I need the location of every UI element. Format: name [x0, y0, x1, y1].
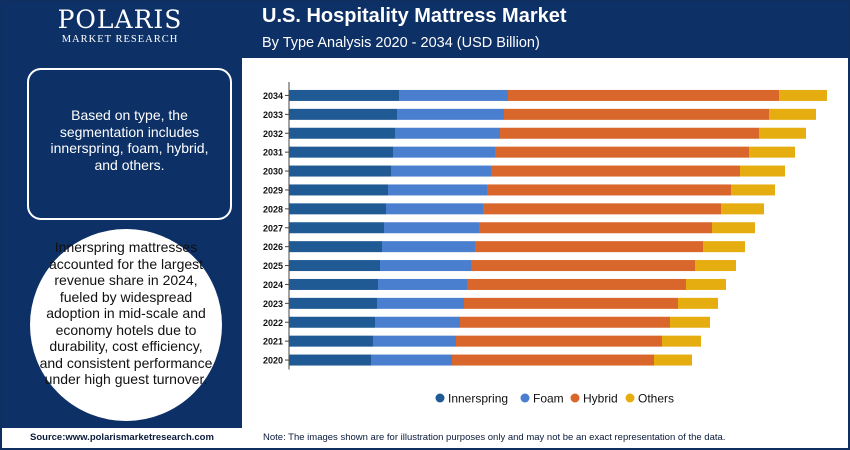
y-tick-label: 2029	[263, 185, 283, 195]
disclaimer-note: Note: The images shown are for illustrat…	[263, 432, 726, 443]
bar-others-2030	[740, 165, 785, 177]
legend-marker-foam	[520, 393, 530, 403]
bar-innerspring-2024	[289, 278, 378, 290]
y-tick-label: 2024	[263, 280, 283, 290]
bar-innerspring-2031	[289, 146, 393, 158]
bar-hybrid-2034	[508, 89, 779, 101]
bar-others-2034	[779, 89, 827, 101]
y-tick-label: 2027	[263, 223, 283, 233]
bar-foam-2024	[378, 278, 467, 290]
bar-hybrid-2022	[460, 316, 670, 328]
bar-innerspring-2030	[289, 165, 391, 177]
source-text: Source:www.polarismarketresearch.com	[30, 432, 214, 443]
bar-innerspring-2022	[289, 316, 375, 328]
bar-others-2020	[654, 354, 692, 366]
stacked-bar-chart: 2034 2033 2032 2031 2030 2029 2028 2027 2026 2025…	[263, 82, 827, 406]
bar-others-2032	[759, 127, 806, 139]
bar-foam-2027	[384, 222, 479, 234]
bar-others-2028	[721, 203, 764, 215]
bar-innerspring-2032	[289, 127, 395, 139]
legend-marker-innerspring	[435, 393, 445, 403]
legend-label-innerspring: Innerspring	[448, 392, 508, 406]
y-tick-label: 2022	[263, 318, 283, 328]
bar-hybrid-2021	[456, 335, 662, 347]
bar-others-2027	[712, 222, 755, 234]
bar-innerspring-2025	[289, 260, 380, 272]
bar-foam-2030	[391, 165, 491, 177]
bar-hybrid-2029	[487, 184, 731, 196]
bar-hybrid-2027	[479, 222, 712, 234]
y-tick-label: 2026	[263, 242, 283, 252]
legend-label-foam: Foam	[533, 392, 564, 406]
legend-marker-hybrid	[570, 393, 580, 403]
bar-hybrid-2024	[467, 278, 686, 290]
bar-others-2031	[749, 146, 795, 158]
bar-foam-2023	[377, 297, 464, 309]
bar-hybrid-2025	[471, 260, 695, 272]
bar-innerspring-2027	[289, 222, 384, 234]
bar-hybrid-2028	[483, 203, 721, 215]
chart-subtitle: By Type Analysis 2020 - 2034 (USD Billio…	[262, 35, 540, 51]
bar-foam-2026	[382, 241, 475, 253]
y-tick-label: 2021	[263, 337, 283, 347]
bar-innerspring-2021	[289, 335, 373, 347]
y-tick-label: 2028	[263, 204, 283, 214]
bar-foam-2022	[375, 316, 460, 328]
segmentation-info-box: Based on type, the segmentation includes…	[27, 68, 232, 220]
bar-others-2029	[731, 184, 775, 196]
bar-hybrid-2020	[452, 354, 654, 366]
brand-subtitle: MARKET RESEARCH	[61, 34, 179, 45]
bar-innerspring-2023	[289, 297, 377, 309]
chart-title: U.S. Hospitality Mattress Market	[262, 5, 567, 27]
bar-innerspring-2020	[289, 354, 371, 366]
bar-others-2026	[703, 241, 745, 253]
y-tick-label: 2020	[263, 356, 283, 366]
y-tick-label: 2023	[263, 299, 283, 309]
bar-foam-2025	[380, 260, 471, 272]
bar-hybrid-2033	[504, 108, 769, 120]
bar-innerspring-2034	[289, 89, 399, 101]
bar-foam-2031	[393, 146, 495, 158]
bar-innerspring-2028	[289, 203, 386, 215]
bar-hybrid-2023	[464, 297, 678, 309]
bar-others-2023	[678, 297, 718, 309]
y-tick-label: 2030	[263, 167, 283, 177]
bar-hybrid-2031	[495, 146, 749, 158]
legend-label-others: Others	[638, 392, 674, 406]
y-tick-label: 2034	[263, 91, 283, 101]
bar-foam-2021	[373, 335, 456, 347]
bar-foam-2032	[395, 127, 500, 139]
legend-label-hybrid: Hybrid	[583, 392, 618, 406]
y-tick-label: 2032	[263, 129, 283, 139]
bar-foam-2020	[371, 354, 452, 366]
bar-foam-2029	[388, 184, 487, 196]
bar-hybrid-2032	[500, 127, 759, 139]
y-tick-label: 2031	[263, 148, 283, 158]
highlight-circle: Innerspring mattresses accounted for the…	[27, 226, 225, 424]
bar-innerspring-2026	[289, 241, 382, 253]
bar-innerspring-2029	[289, 184, 388, 196]
legend-marker-others	[625, 393, 635, 403]
bar-innerspring-2033	[289, 108, 397, 120]
bar-others-2022	[670, 316, 710, 328]
bar-hybrid-2030	[491, 165, 740, 177]
y-tick-label: 2033	[263, 110, 283, 120]
bar-others-2024	[686, 278, 726, 290]
brand-logo: POLARIS MARKET RESEARCH	[30, 6, 210, 46]
y-tick-label: 2025	[263, 261, 283, 271]
bar-foam-2028	[386, 203, 483, 215]
bar-hybrid-2026	[475, 241, 703, 253]
brand-name: POLARIS	[57, 5, 183, 34]
bar-foam-2034	[399, 89, 508, 101]
bar-others-2021	[662, 335, 701, 347]
chart-area: 2034 2033 2032 2031 2030 2029 2028 2027 2026 2025…	[245, 58, 845, 428]
bar-others-2033	[769, 108, 816, 120]
bar-foam-2033	[397, 108, 504, 120]
bar-others-2025	[695, 260, 736, 272]
